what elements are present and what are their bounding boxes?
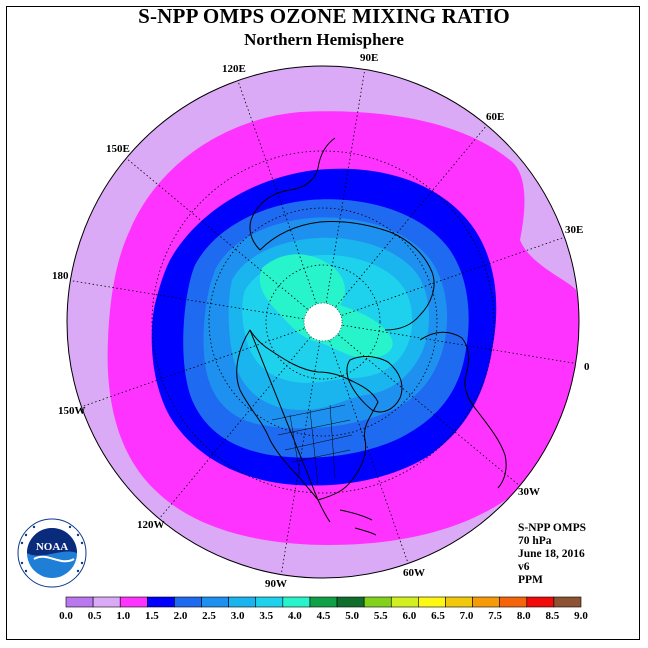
label-60e: 60E: [486, 111, 504, 123]
coastlines: [236, 137, 507, 536]
colorbar-swatch-3.5: [255, 596, 284, 608]
colorbar-tick-label: 8.0: [517, 610, 531, 622]
colorbar-tick-label: 4.0: [288, 610, 302, 622]
colorbar-tick-label: 4.5: [317, 610, 331, 622]
label-150e: 150E: [106, 143, 130, 155]
label-180: 180: [52, 270, 69, 282]
info-units: PPM: [518, 574, 543, 586]
colorbar-swatch-5.0: [336, 596, 365, 608]
colorbar-swatch-7.0: [445, 596, 473, 608]
colorbar-tick-label: 7.5: [488, 610, 502, 622]
colorbar-tick-label: 1.0: [116, 610, 130, 622]
colorbar-swatch-7.5: [472, 596, 500, 608]
polar-no-data: [304, 303, 342, 341]
map-subtitle: Northern Hemisphere: [244, 30, 404, 49]
info-level: 70 hPa: [518, 535, 552, 547]
colorbar-tick-label: 8.5: [546, 610, 560, 622]
colorbar-tick-label: 3.5: [259, 610, 273, 622]
colorbar-swatch-6.5: [418, 596, 446, 608]
label-90w: 90W: [265, 578, 287, 590]
label-120e: 120E: [222, 63, 246, 75]
colorbar-swatch-3.0: [228, 596, 257, 608]
colorbar-swatch-5.5: [363, 596, 392, 608]
colorbar-swatch-9.0: [553, 596, 582, 608]
colorbar-swatch-4.5: [309, 596, 338, 608]
colorbar-swatch-1.0: [119, 596, 148, 608]
colorbar-swatch-0.5: [92, 596, 121, 608]
label-150w: 150W: [58, 405, 86, 417]
colorbar: 0.0 0.5 1.0 1.5 2.0 2.5 3.0 3.5 4.0 4.5 5.0 5.5 6.0 6…: [59, 596, 588, 622]
colorbar-tick-label: 5.5: [374, 610, 388, 622]
colorbar-tick-label: 1.5: [145, 610, 159, 622]
colorbar-tick-label: 6.0: [402, 610, 416, 622]
noaa-logo-text: NOAA: [36, 541, 68, 553]
colorbar-swatch-1.5: [147, 596, 175, 608]
colorbar-tick-label: 7.0: [460, 610, 474, 622]
colorbar-swatch-2.0: [174, 596, 202, 608]
map-title: S-NPP OMPS OZONE MIXING RATIO: [138, 4, 510, 28]
colorbar-swatch-8.5: [526, 596, 555, 608]
colorbar-tick-label: 2.5: [202, 610, 216, 622]
colorbar-tick-label: 3.0: [231, 610, 245, 622]
noaa-logo: NOAA: [17, 518, 87, 588]
colorbar-swatch-6.0: [390, 596, 419, 608]
colorbar-tick-label: 6.5: [431, 610, 445, 622]
label-60w: 60W: [403, 567, 425, 579]
label-90e: 90E: [360, 52, 378, 64]
polar-no-data-edge: [303, 302, 343, 342]
colorbar-tick-label: 0.5: [88, 610, 102, 622]
label-0: 0: [584, 361, 590, 373]
colorbar-swatch-4.0: [282, 596, 311, 608]
colorbar-swatch-0.0: [65, 596, 94, 608]
state-borders: [271, 404, 353, 486]
colorbar-swatch-2.5: [201, 596, 229, 608]
label-30w: 30W: [518, 486, 540, 498]
label-120w: 120W: [137, 519, 165, 531]
info-instrument: S-NPP OMPS: [518, 522, 587, 534]
colorbar-swatch-8.0: [499, 596, 528, 608]
colorbar-tick-label: 5.0: [345, 610, 359, 622]
colorbar-tick-label: 2.0: [174, 610, 188, 622]
meridian-lines: [67, 67, 579, 577]
colorbar-tick-label: 0.0: [59, 610, 73, 622]
colorbar-tick-label: 9.0: [574, 610, 588, 622]
info-date: June 18, 2016: [518, 548, 585, 560]
label-30e: 30E: [565, 224, 583, 236]
map-boundary: [66, 65, 580, 579]
info-block: S-NPP OMPS 70 hPa June 18, 2016 v6 PPM: [518, 522, 586, 587]
info-version: v6: [518, 561, 530, 573]
longitude-labels: 90E 60E 30E 0 30W 60W 90W 120W 150W 180 …: [52, 52, 590, 590]
